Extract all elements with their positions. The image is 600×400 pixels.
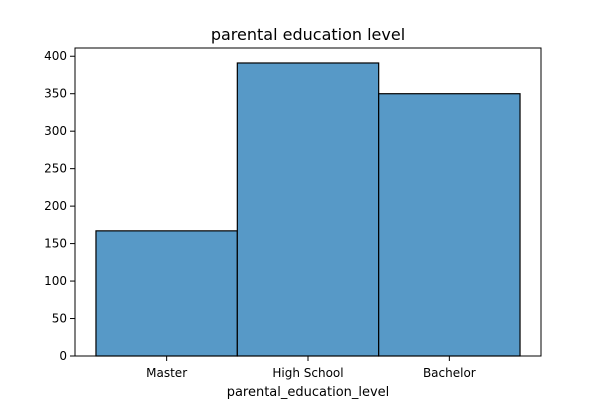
y-tick-label: 0 xyxy=(59,349,67,363)
bar-high-school xyxy=(236,62,380,357)
x-axis-label: parental_education_level xyxy=(227,385,390,400)
bar-bachelor xyxy=(378,93,521,357)
y-tick-label: 50 xyxy=(52,312,67,326)
y-axis: 0 50 100 150 200 250 300 350 400 xyxy=(44,49,75,363)
x-tick-label: Master xyxy=(146,366,187,380)
x-tick-label: Bachelor xyxy=(423,366,476,380)
y-tick-label: 250 xyxy=(44,162,67,176)
x-axis: Master High School Bachelor xyxy=(146,356,476,380)
bars-group xyxy=(95,62,521,357)
bar-master xyxy=(95,230,238,357)
y-tick-label: 350 xyxy=(44,87,67,101)
y-tick-label: 100 xyxy=(44,274,67,288)
y-tick-label: 300 xyxy=(44,124,67,138)
chart-title: parental education level xyxy=(211,25,405,44)
y-tick-label: 200 xyxy=(44,199,67,213)
y-tick-label: 150 xyxy=(44,237,67,251)
x-tick-label: High School xyxy=(272,366,343,380)
y-tick-label: 400 xyxy=(44,49,67,63)
plot-frame xyxy=(74,47,542,357)
